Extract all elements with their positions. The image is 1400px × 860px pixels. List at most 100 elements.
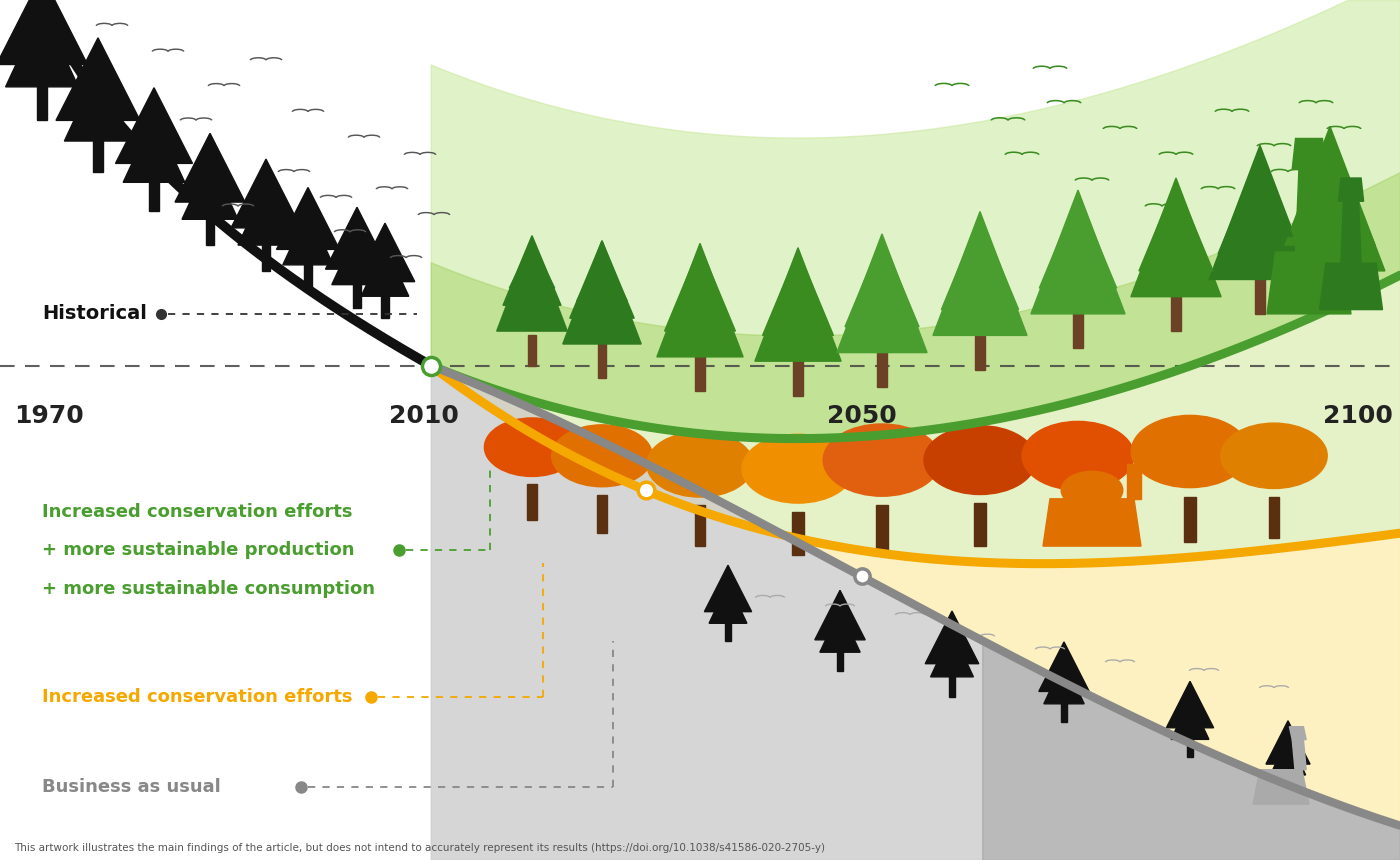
Polygon shape — [1253, 770, 1309, 804]
Polygon shape — [1268, 497, 1280, 538]
Circle shape — [924, 426, 1036, 494]
Polygon shape — [1039, 195, 1117, 288]
Polygon shape — [64, 69, 132, 141]
Polygon shape — [755, 248, 841, 361]
Polygon shape — [231, 159, 301, 228]
Polygon shape — [1270, 737, 1306, 775]
Polygon shape — [672, 257, 728, 314]
Polygon shape — [206, 211, 214, 245]
Polygon shape — [1319, 263, 1383, 310]
Polygon shape — [1275, 126, 1385, 271]
Polygon shape — [925, 611, 979, 664]
Polygon shape — [696, 353, 704, 391]
Polygon shape — [238, 185, 294, 245]
Polygon shape — [837, 646, 843, 671]
Polygon shape — [710, 583, 748, 624]
Circle shape — [552, 425, 652, 487]
Circle shape — [647, 432, 753, 497]
Text: Business as usual: Business as usual — [42, 778, 221, 796]
Polygon shape — [770, 261, 826, 318]
Polygon shape — [325, 207, 389, 269]
Polygon shape — [1172, 292, 1180, 331]
Text: Historical: Historical — [42, 304, 147, 323]
Polygon shape — [570, 241, 634, 318]
Polygon shape — [1267, 252, 1351, 314]
Polygon shape — [949, 670, 955, 697]
Polygon shape — [528, 335, 536, 366]
Polygon shape — [1187, 734, 1193, 757]
Text: This artwork illustrates the main findings of the article, but does not intend t: This artwork illustrates the main findin… — [14, 843, 825, 853]
Polygon shape — [1295, 169, 1323, 252]
Polygon shape — [1210, 145, 1310, 280]
Polygon shape — [876, 506, 888, 550]
Polygon shape — [123, 116, 185, 182]
Polygon shape — [0, 0, 87, 64]
Circle shape — [823, 424, 941, 496]
Polygon shape — [577, 249, 627, 301]
Polygon shape — [1295, 156, 1365, 228]
Polygon shape — [598, 344, 606, 378]
Polygon shape — [949, 230, 1011, 292]
Polygon shape — [974, 503, 986, 546]
Polygon shape — [1030, 190, 1126, 314]
Polygon shape — [1292, 740, 1306, 770]
Polygon shape — [1166, 681, 1214, 728]
Polygon shape — [878, 347, 886, 387]
Polygon shape — [1289, 727, 1306, 740]
Polygon shape — [182, 159, 238, 219]
Polygon shape — [1131, 178, 1221, 297]
Polygon shape — [503, 236, 561, 305]
Polygon shape — [1218, 153, 1302, 254]
Polygon shape — [1072, 499, 1084, 542]
Text: 2050: 2050 — [826, 404, 896, 428]
Polygon shape — [1292, 138, 1326, 169]
Polygon shape — [725, 617, 731, 641]
Polygon shape — [837, 234, 927, 353]
Polygon shape — [657, 243, 743, 357]
Circle shape — [742, 434, 854, 503]
Polygon shape — [815, 590, 865, 640]
Polygon shape — [1140, 181, 1212, 271]
Polygon shape — [763, 250, 833, 335]
Polygon shape — [1338, 178, 1364, 201]
Polygon shape — [1043, 499, 1141, 546]
Polygon shape — [792, 512, 804, 555]
Text: 1970: 1970 — [14, 404, 84, 428]
Polygon shape — [262, 237, 270, 271]
Polygon shape — [1228, 169, 1292, 237]
Polygon shape — [497, 238, 567, 331]
Circle shape — [1221, 423, 1327, 488]
Polygon shape — [150, 173, 158, 211]
Polygon shape — [175, 133, 245, 202]
Polygon shape — [1341, 201, 1361, 263]
Polygon shape — [1039, 642, 1089, 691]
Polygon shape — [1127, 464, 1141, 499]
Polygon shape — [1285, 770, 1291, 791]
Polygon shape — [1061, 697, 1067, 722]
Polygon shape — [1172, 698, 1208, 740]
Polygon shape — [353, 277, 361, 308]
Text: 2100: 2100 — [1323, 404, 1393, 428]
Polygon shape — [563, 241, 641, 344]
Polygon shape — [283, 211, 333, 265]
Polygon shape — [115, 88, 193, 163]
Polygon shape — [704, 565, 752, 611]
Polygon shape — [794, 358, 802, 396]
Text: Increased conservation efforts: Increased conservation efforts — [42, 688, 353, 705]
Polygon shape — [1184, 497, 1196, 542]
Polygon shape — [596, 494, 608, 533]
Polygon shape — [846, 237, 918, 327]
Polygon shape — [356, 223, 414, 282]
Polygon shape — [941, 217, 1019, 310]
Polygon shape — [510, 242, 554, 288]
Polygon shape — [381, 289, 389, 318]
Polygon shape — [1324, 257, 1336, 305]
Polygon shape — [361, 245, 409, 296]
Polygon shape — [1254, 269, 1266, 314]
Polygon shape — [1285, 137, 1375, 245]
Polygon shape — [932, 212, 1028, 335]
Polygon shape — [1072, 307, 1084, 348]
Polygon shape — [1266, 721, 1310, 764]
Polygon shape — [277, 187, 339, 249]
Polygon shape — [56, 38, 140, 120]
